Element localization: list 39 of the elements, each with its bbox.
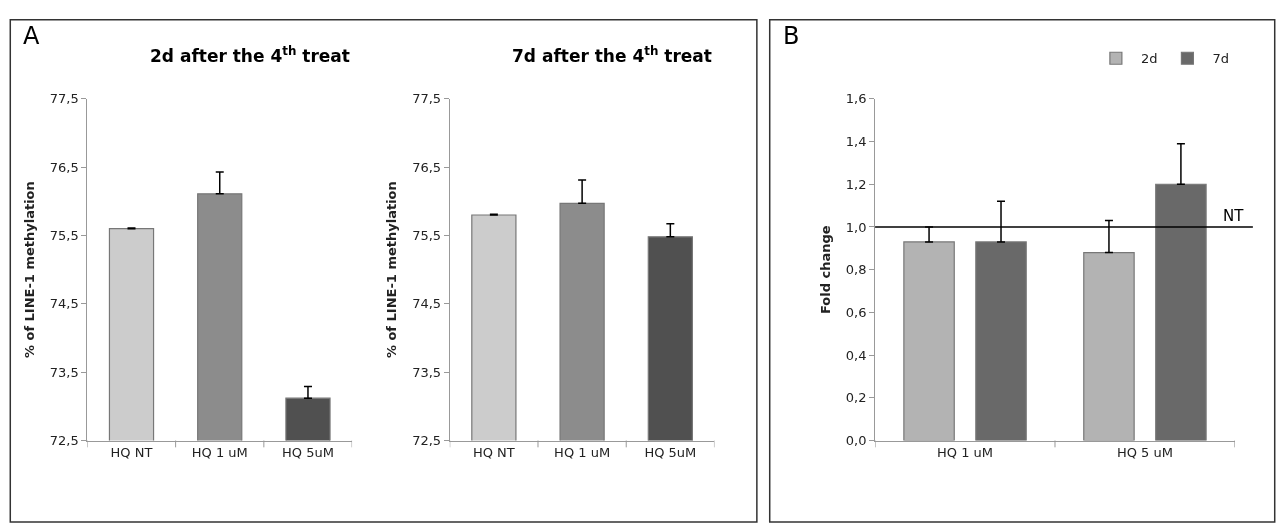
x-tick-label: HQ 1 uM [191, 445, 248, 461]
y-tick-label: 0,6 [845, 304, 867, 320]
y-tick-label: 1,2 [845, 176, 867, 192]
y-axis-title: Fold change [817, 225, 833, 314]
y-tick-label: 72,5 [412, 433, 442, 449]
y-tick-label: 0,2 [845, 390, 867, 406]
y-tick-label: 0,8 [845, 262, 867, 278]
y-tick-label: 75,5 [49, 228, 79, 244]
x-tick-label: HQ 5uM [644, 445, 697, 461]
y-tick-label: 73,5 [412, 364, 442, 380]
x-tick-label: HQ NT [110, 445, 153, 461]
x-tick-label: HQ NT [472, 445, 515, 461]
text: B [783, 22, 800, 50]
legend-label: 7d [1212, 51, 1229, 67]
y-tick-label: 1,0 [845, 219, 867, 235]
text: A [23, 22, 40, 50]
y-axis-title: % of LINE-1 methylation [384, 181, 400, 359]
y-tick-label: 77,5 [412, 91, 442, 107]
x-tick-label: HQ 1 uM [937, 445, 994, 461]
y-tick-label: 76,5 [412, 159, 442, 175]
y-tick-label: 74,5 [49, 296, 79, 312]
y-tick-label: 74,5 [412, 296, 442, 312]
y-tick-label: 1,4 [845, 134, 867, 150]
y-tick-label: 73,5 [49, 364, 79, 380]
y-tick-label: 1,6 [845, 91, 867, 107]
y-tick-label: 72,5 [49, 433, 79, 449]
ref-line-label: NT [1223, 207, 1245, 225]
x-tick-label: HQ 1 uM [554, 445, 611, 461]
y-tick-label: 0,4 [845, 347, 867, 363]
y-tick-label: 76,5 [49, 159, 79, 175]
y-axis-title: % of LINE-1 methylation [21, 181, 37, 359]
chart-title: 2d after the 4$^{th}$ treat [150, 44, 350, 67]
x-tick-label: HQ 5 uM [1116, 445, 1173, 461]
y-tick-label: 0,0 [845, 433, 867, 449]
y-tick-label: 75,5 [412, 228, 442, 244]
chart-title: 7d after the 4$^{th}$ treat [512, 44, 712, 67]
y-tick-label: 77,5 [49, 91, 79, 107]
x-tick-label: HQ 5uM [282, 445, 334, 461]
legend-label: 2d [1140, 51, 1158, 67]
